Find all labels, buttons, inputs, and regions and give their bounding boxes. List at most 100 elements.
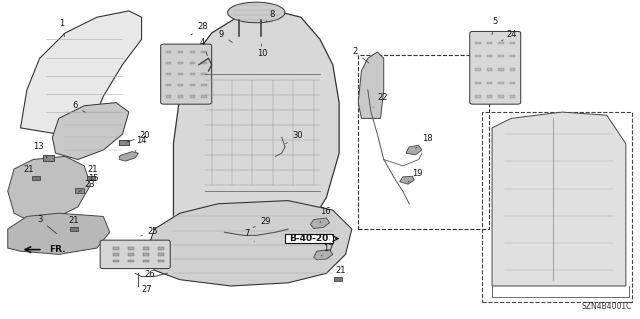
Text: SZN4B4001C: SZN4B4001C — [582, 302, 632, 311]
Text: 18: 18 — [415, 134, 433, 148]
Text: 26: 26 — [144, 271, 154, 279]
Bar — [202, 62, 207, 64]
Bar — [32, 176, 40, 180]
Bar — [202, 73, 207, 75]
Bar — [75, 188, 84, 193]
Text: 22: 22 — [373, 93, 388, 107]
Text: 21: 21 — [24, 165, 34, 174]
FancyBboxPatch shape — [100, 240, 170, 269]
Bar — [487, 41, 492, 44]
Bar — [510, 55, 515, 57]
Bar — [487, 82, 492, 84]
Bar — [189, 51, 195, 53]
Bar — [476, 95, 481, 98]
Text: 5: 5 — [492, 18, 498, 34]
Text: 17: 17 — [321, 243, 333, 256]
Text: 21: 21 — [87, 165, 98, 174]
Text: 2: 2 — [353, 48, 369, 63]
Bar — [499, 41, 504, 44]
Polygon shape — [20, 11, 141, 134]
Bar — [119, 140, 129, 145]
Polygon shape — [148, 201, 352, 286]
Bar — [487, 95, 492, 98]
Bar — [189, 84, 195, 86]
Bar — [487, 69, 492, 70]
Bar — [178, 84, 183, 86]
Bar — [510, 95, 515, 98]
Bar — [487, 55, 492, 57]
Text: 30: 30 — [285, 131, 303, 144]
Bar — [483, 112, 632, 302]
Bar — [166, 62, 171, 64]
Text: 6: 6 — [72, 101, 85, 112]
Bar — [499, 55, 504, 57]
Text: 25: 25 — [141, 227, 158, 236]
Bar — [202, 95, 207, 98]
Polygon shape — [406, 145, 422, 155]
Polygon shape — [173, 11, 339, 242]
Text: 3: 3 — [37, 215, 56, 234]
Text: 21: 21 — [336, 266, 346, 275]
Bar — [334, 278, 342, 281]
Bar — [113, 253, 119, 256]
Polygon shape — [8, 156, 91, 219]
Text: B-40-20: B-40-20 — [289, 234, 328, 243]
Polygon shape — [8, 213, 109, 254]
Text: 27: 27 — [141, 285, 152, 294]
Bar — [166, 95, 171, 98]
Polygon shape — [314, 250, 333, 260]
Text: 1: 1 — [60, 19, 65, 37]
Text: FR.: FR. — [49, 245, 66, 254]
Bar — [476, 41, 481, 44]
Text: 24: 24 — [502, 30, 516, 41]
Bar — [70, 227, 78, 231]
Bar — [189, 95, 195, 98]
Bar — [510, 82, 515, 84]
Bar — [43, 155, 54, 161]
Text: 19: 19 — [408, 169, 422, 182]
Bar — [143, 253, 149, 256]
Polygon shape — [358, 52, 384, 118]
Text: 9: 9 — [219, 30, 232, 42]
Text: 16: 16 — [320, 207, 330, 223]
Bar — [143, 247, 149, 250]
Bar — [499, 82, 504, 84]
Text: 13: 13 — [33, 142, 47, 158]
Ellipse shape — [228, 2, 285, 23]
Text: 10: 10 — [257, 44, 268, 58]
Bar — [178, 62, 183, 64]
Bar — [285, 234, 333, 243]
Bar — [510, 69, 515, 70]
Bar — [202, 51, 207, 53]
Text: 14: 14 — [135, 136, 147, 152]
Bar — [476, 55, 481, 57]
Text: 15: 15 — [88, 174, 99, 186]
Bar — [157, 247, 164, 250]
Bar — [143, 260, 149, 262]
Polygon shape — [399, 176, 414, 184]
Text: 29: 29 — [253, 217, 271, 227]
FancyBboxPatch shape — [470, 32, 521, 104]
Text: 28: 28 — [191, 22, 208, 34]
Bar — [166, 84, 171, 86]
Bar — [476, 82, 481, 84]
Polygon shape — [119, 152, 138, 161]
Text: 7: 7 — [244, 229, 254, 241]
Bar — [88, 176, 95, 180]
Bar — [113, 260, 119, 262]
Text: 20: 20 — [126, 131, 150, 142]
Polygon shape — [492, 112, 626, 286]
Bar — [128, 247, 134, 250]
Bar — [358, 55, 489, 229]
Bar — [499, 95, 504, 98]
Bar — [178, 95, 183, 98]
Bar — [157, 260, 164, 262]
Text: 8: 8 — [266, 10, 275, 22]
Bar — [202, 84, 207, 86]
Polygon shape — [310, 218, 330, 228]
Bar — [499, 69, 504, 70]
FancyBboxPatch shape — [161, 44, 212, 104]
Bar — [128, 260, 134, 262]
Bar — [113, 247, 119, 250]
Text: 21: 21 — [68, 216, 79, 225]
